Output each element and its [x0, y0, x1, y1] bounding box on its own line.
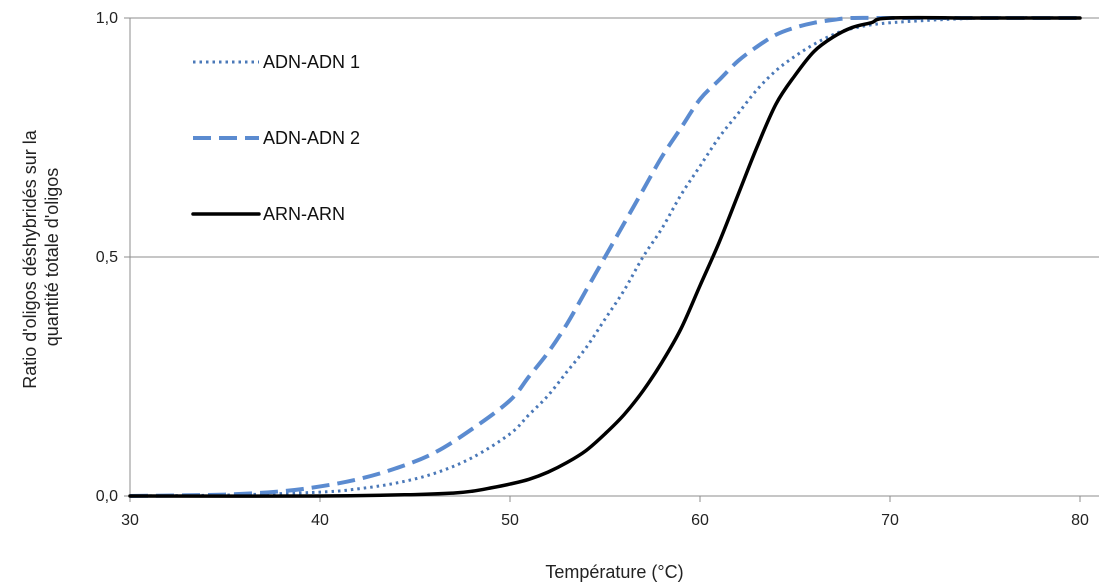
legend-label-2: ARN-ARN	[263, 204, 345, 224]
y-axis-title-line-2: quantité totale d'oligos	[42, 168, 62, 347]
x-tick-label-2: 50	[501, 512, 519, 529]
y-tick-label-2: 1,0	[96, 10, 118, 27]
x-tick-label-0: 30	[121, 512, 139, 529]
legend-label-1: ADN-ADN 2	[263, 128, 360, 148]
y-tick-label-1: 0,5	[96, 249, 118, 266]
x-tick-label-5: 80	[1071, 512, 1089, 529]
x-tick-label-3: 60	[691, 512, 709, 529]
y-tick-label-0: 0,0	[96, 488, 118, 505]
x-tick-label-4: 70	[881, 512, 899, 529]
legend: ADN-ADN 1 ADN-ADN 2 ARN-ARN	[193, 52, 360, 224]
x-tick-label-1: 40	[311, 512, 329, 529]
axis-titles: Température (°C) Ratio d'oligos déshybri…	[20, 125, 684, 582]
legend-label-0: ADN-ADN 1	[263, 52, 360, 72]
y-axis-title-line-1: Ratio d'oligos déshybridés sur la	[20, 129, 40, 389]
y-axis-title: Ratio d'oligos déshybridés sur la quanti…	[20, 125, 62, 389]
x-axis-title: Température (°C)	[545, 562, 683, 582]
